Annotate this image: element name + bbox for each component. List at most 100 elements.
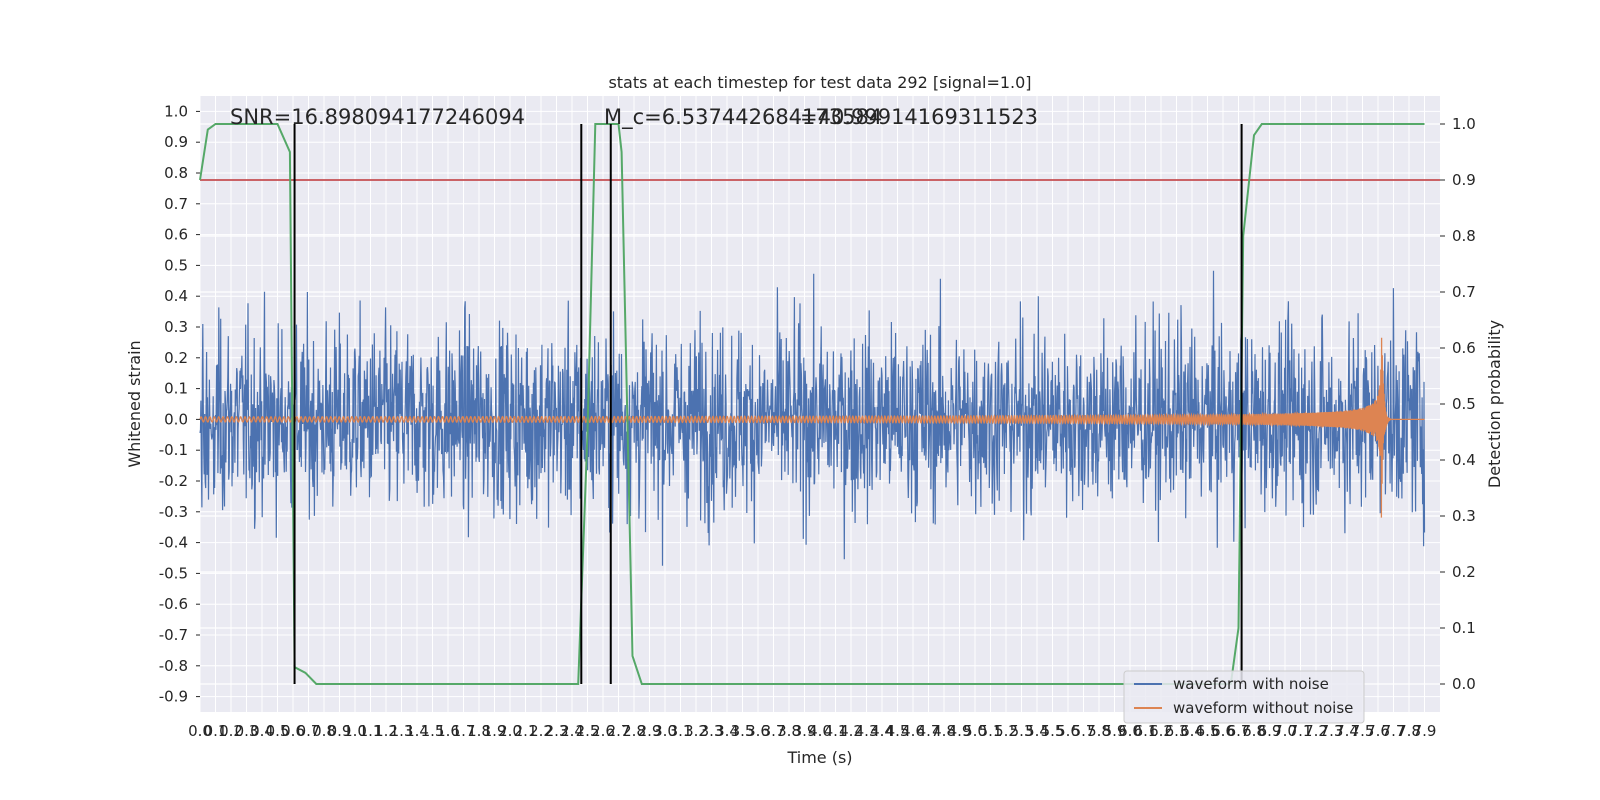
x-tick-label: 7.8 xyxy=(1397,722,1421,740)
x-tick-label: 3.1 xyxy=(669,722,693,740)
x-tick-label: 2.0 xyxy=(498,722,522,740)
x-tick-label: 3.4 xyxy=(715,722,739,740)
x-tick-label: 4.0 xyxy=(808,722,832,740)
y-tick-label: 0.6 xyxy=(164,226,188,244)
y-tick-label: 0.1 xyxy=(164,380,188,398)
x-tick-label: 3.5 xyxy=(731,722,755,740)
x-tick-label: 1.8 xyxy=(467,722,491,740)
y-tick-label: 0.9 xyxy=(164,133,188,151)
x-axis-title: Time (s) xyxy=(786,748,852,767)
x-tick-label: 7.5 xyxy=(1351,722,1375,740)
x-tick-label: 1.2 xyxy=(374,722,398,740)
y-axis-title: Whitened strain xyxy=(125,340,144,467)
detection-probability-line xyxy=(199,123,1425,685)
x-tick-label: 1.0 xyxy=(343,722,367,740)
x-tick-label: 2.1 xyxy=(514,722,538,740)
x-tick-label: 0.1 xyxy=(204,722,228,740)
x-tick-label: 2.7 xyxy=(607,722,631,740)
legend-box xyxy=(1123,670,1365,724)
x-tick-label: 6.5 xyxy=(1196,722,1220,740)
y2-axis-title: Detection probability xyxy=(1485,320,1504,488)
annotation-chirp-mass: M_c=6.537442684173584 xyxy=(604,105,882,130)
x-tick-label: 3.9 xyxy=(793,722,817,740)
x-tick-label: 5.7 xyxy=(1072,722,1096,740)
x-tick-label: 4.4 xyxy=(870,722,894,740)
x-tick-label: 3.0 xyxy=(653,722,677,740)
y2-tick-label: 0.3 xyxy=(1452,507,1476,525)
y2-tick-label: 0.4 xyxy=(1452,451,1476,469)
x-tick-label: 1.3 xyxy=(390,722,414,740)
x-tick-label: 6.9 xyxy=(1258,722,1282,740)
x-tick-label: 7.3 xyxy=(1320,722,1344,740)
x-tick-label: 4.6 xyxy=(901,722,925,740)
chart-title: stats at each timestep for test data 292… xyxy=(608,73,1031,92)
y-tick-label: -0.4 xyxy=(159,534,188,552)
x-tick-label: 0.7 xyxy=(297,722,321,740)
y-tick-label: 1.0 xyxy=(164,102,188,120)
x-tick-label: 1.1 xyxy=(359,722,383,740)
y2-tick-label: 0.6 xyxy=(1452,339,1476,357)
y2-tick-label: 0.2 xyxy=(1452,563,1476,581)
x-tick-label: 5.3 xyxy=(1010,722,1034,740)
x-tick-label: 6.8 xyxy=(1242,722,1266,740)
noisy-waveform-line xyxy=(199,270,1426,566)
x-tick-label: 4.7 xyxy=(917,722,941,740)
y2-tick-label: 0.7 xyxy=(1452,283,1476,301)
y-tick-label: -0.1 xyxy=(159,441,188,459)
x-tick-label: 7.1 xyxy=(1289,722,1313,740)
x-tick-label: 0.9 xyxy=(328,722,352,740)
y-tick-label: 0.8 xyxy=(164,164,188,182)
annotation-extra: =40.99914169311523 xyxy=(800,105,1038,129)
x-tick-label: 3.6 xyxy=(746,722,770,740)
x-tick-label: 1.5 xyxy=(421,722,445,740)
y-tick-label: 0.5 xyxy=(164,256,188,274)
clean-waveform-line xyxy=(199,337,1425,518)
x-tick-label: 6.1 xyxy=(1134,722,1158,740)
y-tick-label: 0.2 xyxy=(164,349,188,367)
x-tick-label: 4.1 xyxy=(824,722,848,740)
x-tick-label: 1.6 xyxy=(436,722,460,740)
x-tick-label: 2.5 xyxy=(576,722,600,740)
x-tick-label: 2.9 xyxy=(638,722,662,740)
y-tick-label: -0.2 xyxy=(159,472,188,490)
x-tick-label: 3.8 xyxy=(777,722,801,740)
x-tick-label: 3.2 xyxy=(684,722,708,740)
x-tick-label: 5.0 xyxy=(963,722,987,740)
x-tick-label: 5.4 xyxy=(1025,722,1049,740)
x-tick-label: 4.8 xyxy=(932,722,956,740)
y-tick-label: -0.8 xyxy=(159,657,188,675)
x-tick-label: 4.5 xyxy=(886,722,910,740)
x-tick-label: 7.2 xyxy=(1304,722,1328,740)
x-tick-label: 6.3 xyxy=(1165,722,1189,740)
legend: waveform with noise waveform without noi… xyxy=(1123,670,1365,724)
y2-tick-label: 0.5 xyxy=(1452,395,1476,413)
x-tick-label: 2.2 xyxy=(529,722,553,740)
x-tick-label: 7.6 xyxy=(1366,722,1390,740)
y-tick-label: 0.0 xyxy=(164,410,188,428)
y2-tick-label: 1.0 xyxy=(1452,115,1476,133)
y-axis-ticks: -0.9 -0.8 -0.7 -0.6 -0.5 -0.4 -0.3 -0.2 -0.1 0.0 0… xyxy=(159,102,200,706)
series-detection-probability xyxy=(199,123,1425,685)
x-tick-label: 6.4 xyxy=(1180,722,1204,740)
y2-tick-label: 0.8 xyxy=(1452,227,1476,245)
x-tick-label: 5.8 xyxy=(1087,722,1111,740)
x-tick-label: 6.0 xyxy=(1118,722,1142,740)
x-tick-label: 0.3 xyxy=(235,722,259,740)
x-tick-label: 7.9 xyxy=(1413,722,1437,740)
x-tick-label: 4.2 xyxy=(839,722,863,740)
x-tick-label: 1.9 xyxy=(483,722,507,740)
x-tick-label: 0.0 xyxy=(188,722,212,740)
x-tick-label: 4.9 xyxy=(948,722,972,740)
y2-tick-label: 0.1 xyxy=(1452,619,1476,637)
x-tick-label: 0.4 xyxy=(250,722,274,740)
x-tick-label: 6.2 xyxy=(1149,722,1173,740)
x-tick-label: 6.7 xyxy=(1227,722,1251,740)
x-tick-label: 1.4 xyxy=(405,722,429,740)
x-tick-label: 3.7 xyxy=(762,722,786,740)
x-tick-label: 5.5 xyxy=(1041,722,1065,740)
x-tick-label: 5.1 xyxy=(979,722,1003,740)
x-tick-label: 2.4 xyxy=(560,722,584,740)
x-tick-label: 7.4 xyxy=(1335,722,1359,740)
x-axis-ticks: 0.00.10.20.30.40.50.60.70.80.91.01.11.21… xyxy=(188,722,1436,740)
